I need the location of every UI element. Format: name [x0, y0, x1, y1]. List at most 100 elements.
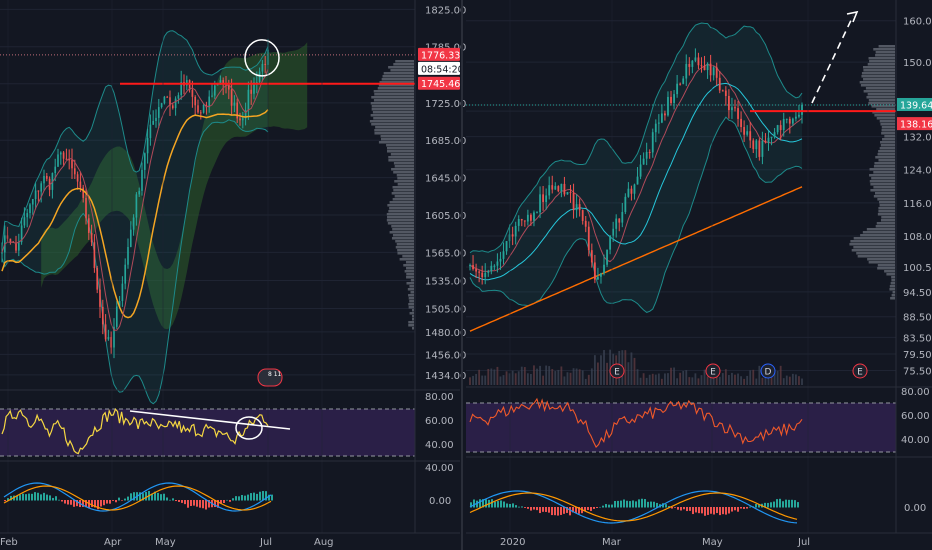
right-candle — [703, 65, 706, 71]
right-event-marker[interactable] — [609, 363, 625, 379]
right-volume-profile-bar — [890, 282, 895, 285]
right-candle — [734, 107, 736, 109]
right-candle — [727, 95, 730, 111]
right-candle — [536, 212, 538, 214]
left-macd-histogram-bar — [97, 500, 99, 510]
left-rsi-trendline[interactable] — [129, 410, 291, 430]
right-volume-bar — [752, 369, 755, 385]
left-time-tick-label: Aug — [314, 537, 334, 548]
left-macd-histogram-bar — [187, 500, 189, 508]
left-candle — [141, 169, 143, 191]
left-candle — [68, 159, 71, 161]
right-volume-bar — [764, 377, 767, 385]
right-volume-bar — [526, 373, 529, 385]
right-volume-bar — [788, 376, 791, 385]
right-volume-profile-bar — [877, 213, 895, 216]
left-candle — [26, 213, 29, 218]
right-candle — [685, 63, 688, 79]
right-macd-histogram-bar — [680, 507, 682, 511]
right-macd-histogram-bar — [725, 507, 727, 515]
right-volume-profile-bar — [878, 150, 895, 153]
right-volume-bar — [791, 373, 794, 385]
left-volume-profile-bar — [386, 213, 414, 216]
left-macd-line — [3, 482, 272, 512]
left-price-tick-label: 1480.00 — [425, 328, 466, 339]
right-volume-bar — [493, 369, 496, 385]
right-volume-bar — [676, 378, 679, 385]
right-volume-profile-bar — [875, 225, 895, 228]
right-volume-profile-bar — [861, 75, 895, 78]
right-candle — [572, 192, 575, 211]
right-volume-profile-bar — [891, 294, 895, 297]
left-volume-profile-bar — [369, 120, 414, 123]
right-macd-histogram-bar — [728, 507, 730, 514]
right-price-pane[interactable] — [466, 0, 896, 385]
right-candle — [520, 219, 523, 221]
right-macd-histogram-bar — [596, 507, 598, 508]
left-candle — [29, 204, 31, 214]
right-macd-histogram-bar — [617, 500, 619, 508]
left-bollinger-upper — [1, 30, 269, 247]
left-event-badge[interactable] — [257, 368, 283, 387]
left-macd-histogram-bar — [175, 500, 177, 502]
right-candle — [560, 183, 563, 192]
right-volume-profile-bar — [891, 279, 895, 282]
left-volume-profile-bar — [403, 264, 414, 267]
left-macd-histogram-bar — [31, 493, 33, 501]
right-event-marker[interactable] — [852, 363, 868, 379]
right-macd-histogram-bar — [674, 507, 676, 508]
right-volume-bar — [469, 377, 471, 385]
right-volume-profile-bar — [869, 60, 895, 63]
left-rsi-pane[interactable] — [0, 396, 415, 461]
left-macd-pane[interactable] — [0, 465, 415, 533]
right-bollinger-lower — [469, 116, 803, 313]
right-volume-profile-bar — [872, 111, 895, 114]
left-volume-profile-bar — [391, 237, 414, 240]
right-volume-profile-bar — [875, 51, 895, 54]
left-volume-profile-bar — [409, 300, 414, 303]
right-candle — [542, 194, 545, 202]
right-candle — [654, 123, 657, 133]
right-macd-histogram-bar — [635, 501, 637, 508]
right-projection-arrowhead[interactable] — [846, 10, 859, 23]
left-candle — [37, 190, 40, 192]
right-price-tag-bg — [897, 97, 932, 111]
left-macd-histogram-bar — [232, 498, 234, 501]
right-volume-bar — [600, 355, 602, 385]
right-volume-bar — [639, 377, 642, 385]
left-macd-histogram-bar — [10, 495, 12, 501]
right-candle — [606, 249, 608, 265]
left-highlight-circle[interactable] — [244, 39, 280, 77]
right-volume-bar — [590, 368, 593, 385]
right-macd-histogram-bar — [572, 507, 574, 513]
right-price-tick-label: 124.00 — [903, 166, 932, 177]
right-volume-profile-bar — [871, 177, 895, 180]
left-volume-profile-bar — [396, 174, 414, 177]
right-candle — [660, 113, 663, 123]
left-volume-profile-bar — [408, 324, 414, 327]
right-candle — [651, 132, 654, 153]
right-volume-profile-bar — [889, 285, 895, 288]
left-candle — [152, 121, 155, 125]
left-rsi-tick-label: 40.00 — [425, 463, 454, 474]
left-price-tick-label: 1434.00 — [425, 371, 466, 382]
right-candle — [575, 204, 578, 211]
left-price-pane[interactable] — [0, 0, 415, 388]
right-event-marker[interactable] — [705, 363, 721, 379]
left-rsi-highlight-circle[interactable] — [235, 416, 263, 440]
left-event-badge-label: 8 11 — [268, 371, 282, 378]
right-event-marker[interactable] — [760, 363, 776, 379]
left-macd-histogram-bar — [253, 492, 255, 501]
right-candle — [587, 226, 590, 251]
right-rsi-pane[interactable] — [466, 402, 896, 453]
right-volume-profile-bar — [867, 63, 895, 66]
right-macd-histogram-bar — [557, 507, 559, 516]
right-projection-arrow[interactable] — [811, 15, 854, 104]
right-candle — [648, 151, 651, 153]
left-volume-profile-bar — [409, 285, 414, 288]
right-macd-histogram-bar — [551, 507, 553, 516]
left-price-tick-label: 1605.00 — [425, 211, 466, 222]
right-volume-profile-bar — [869, 168, 895, 171]
right-candle — [505, 241, 508, 252]
right-macd-histogram-bar — [629, 501, 631, 508]
